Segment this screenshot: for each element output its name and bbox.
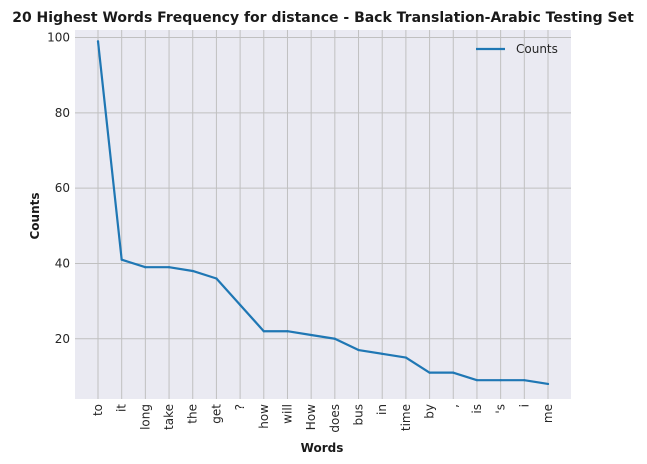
data-point <box>546 382 550 386</box>
data-points <box>96 40 550 386</box>
data-point <box>357 348 360 352</box>
legend: Counts <box>476 42 558 56</box>
x-tick-label: 's <box>494 404 508 414</box>
y-tick-label: 100 <box>47 31 70 45</box>
x-axis-ticks: to it long take the get? how will How does bus in ti… <box>91 404 555 433</box>
x-tick-label: is <box>470 404 484 414</box>
plot-area <box>75 30 571 399</box>
x-tick-label: get <box>209 404 223 424</box>
y-tick-label: 80 <box>55 106 70 120</box>
y-tick-label: 60 <box>55 181 70 195</box>
data-point <box>475 379 479 382</box>
data-point <box>96 40 100 43</box>
x-tick-label: in <box>375 404 389 415</box>
x-tick-label: will <box>280 404 294 424</box>
data-point <box>262 330 265 333</box>
y-axis-ticks: 20 40 60 80 100 <box>47 31 70 346</box>
data-point <box>452 371 455 374</box>
x-tick-label: i <box>517 404 531 407</box>
chart-title: 20 Highest Words Frequency for distance … <box>12 10 634 26</box>
series-line-counts <box>96 40 550 386</box>
x-tick-label: it <box>115 404 129 412</box>
y-tick-label: 40 <box>55 256 70 270</box>
x-tick-label: by <box>423 404 437 419</box>
grid-lines <box>75 30 571 399</box>
x-tick-label: long <box>138 404 152 430</box>
x-tick-label: me <box>541 404 555 423</box>
data-point <box>333 337 336 340</box>
data-point <box>310 333 313 337</box>
x-tick-label: bus <box>352 404 366 425</box>
y-tick-label: 20 <box>55 332 70 346</box>
x-tick-label: take <box>162 404 176 430</box>
x-axis-label: Words <box>301 441 344 455</box>
x-tick-label: ? <box>233 404 247 410</box>
data-point <box>428 371 431 374</box>
y-axis-label: Counts <box>28 192 42 239</box>
x-tick-label: , <box>446 404 460 408</box>
data-point <box>286 330 289 333</box>
data-point <box>215 277 218 280</box>
data-point <box>404 356 407 359</box>
x-tick-label: to <box>91 404 105 416</box>
data-point <box>523 379 526 382</box>
x-tick-label: does <box>328 404 342 433</box>
x-tick-label: how <box>257 404 271 429</box>
data-point <box>381 352 384 355</box>
legend-label-counts: Counts <box>516 42 558 56</box>
data-point <box>144 266 147 269</box>
data-point <box>120 258 123 261</box>
data-point <box>239 303 242 306</box>
data-point <box>499 379 502 382</box>
x-tick-label: How <box>304 404 318 430</box>
data-point <box>167 266 171 269</box>
x-tick-label: time <box>399 404 413 431</box>
x-tick-label: the <box>186 404 200 424</box>
data-point <box>191 269 194 273</box>
